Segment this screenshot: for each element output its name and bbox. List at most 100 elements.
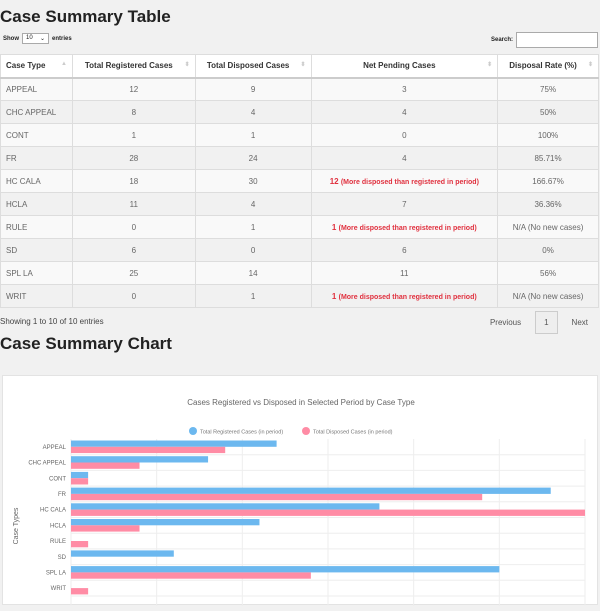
chart-title: Cases Registered vs Disposed in Selected… xyxy=(187,398,415,407)
search-label: Search: xyxy=(490,37,513,43)
cell-type: SD xyxy=(0,238,73,262)
cell-disp: 9 xyxy=(194,77,312,101)
column-header[interactable]: Disposal Rate (%) ⬍ xyxy=(497,54,599,79)
cell-rate: N/A (No new cases) xyxy=(497,215,599,239)
table-info: Showing 1 to 10 of 10 entries xyxy=(0,317,104,326)
bar-registered[interactable] xyxy=(71,456,209,463)
cell-rate: 0% xyxy=(497,238,599,262)
cell-pending: 4 xyxy=(310,146,499,170)
bar-disposed[interactable] xyxy=(71,478,89,485)
entries-select[interactable]: 10 ⌄ xyxy=(22,33,49,44)
cell-pending: 4 xyxy=(310,100,499,124)
cell-pending: 1 (More disposed than registered in peri… xyxy=(310,284,499,308)
bar-disposed[interactable] xyxy=(71,493,483,501)
bar-disposed[interactable] xyxy=(71,572,311,579)
column-header-label: Total Disposed Cases xyxy=(206,61,290,71)
next-button[interactable]: Next xyxy=(571,318,588,327)
bar-disposed[interactable] xyxy=(71,588,89,595)
cell-disp: 1 xyxy=(194,284,312,308)
bar-registered[interactable] xyxy=(71,550,174,557)
category-tick-label: APPEAL xyxy=(43,445,67,451)
category-tick-label: FR xyxy=(58,492,67,498)
cell-reg: 0 xyxy=(71,284,196,308)
table-row: SPL LA 25 14 11 56% xyxy=(0,261,599,285)
show-label: Show xyxy=(3,35,19,42)
cell-type: APPEAL xyxy=(0,77,73,101)
cell-rate: 75% xyxy=(497,77,599,101)
y-axis-label: Case Types xyxy=(13,507,20,544)
cell-rate: 100% xyxy=(497,123,599,147)
cell-type: FR xyxy=(0,146,73,170)
cell-reg: 6 xyxy=(71,238,196,262)
cell-pending: 12 (More disposed than registered in per… xyxy=(310,169,499,193)
table-row: CHC APPEAL 8 4 4 50% xyxy=(0,100,599,124)
cell-type: HC CALA xyxy=(0,169,73,193)
cell-pending: 6 xyxy=(310,238,499,262)
cell-disp: 4 xyxy=(194,192,312,216)
category-tick-label: RULE xyxy=(50,539,66,545)
entries-label: entries xyxy=(52,35,72,42)
bar-disposed[interactable] xyxy=(71,541,89,548)
column-header[interactable]: Total Registered Cases ⬍ xyxy=(71,54,196,79)
cell-rate: 36.36% xyxy=(497,192,599,216)
pending-note: (More disposed than registered in period… xyxy=(338,224,477,232)
category-tick-label: SD xyxy=(58,555,67,561)
cell-disp: 1 xyxy=(194,123,312,147)
entries-control: Show 10 ⌄ entries xyxy=(3,33,72,44)
legend-label[interactable]: Total Disposed Cases (in period) xyxy=(313,430,393,436)
bar-disposed[interactable] xyxy=(71,525,140,532)
column-header[interactable]: Net Pending Cases ⬍ xyxy=(310,54,499,79)
column-header-label: Total Registered Cases xyxy=(84,61,173,71)
cell-type: HCLA xyxy=(0,192,73,216)
page-title: Case Summary Table xyxy=(0,7,171,26)
sort-icon: ⬍ xyxy=(587,62,593,69)
category-tick-label: HC CALA xyxy=(40,508,66,514)
bar-disposed[interactable] xyxy=(71,462,140,469)
column-header-label: Case Type xyxy=(6,61,46,71)
table-row: SD 6 0 6 0% xyxy=(0,238,599,262)
legend-label[interactable]: Total Registered Cases (in period) xyxy=(200,430,283,436)
column-header[interactable]: Total Disposed Cases ⬍ xyxy=(194,54,312,79)
table-row: CONT 1 1 0 100% xyxy=(0,123,599,147)
cell-rate: 166.67% xyxy=(497,169,599,193)
sort-icon: ⬍ xyxy=(184,62,190,69)
bar-registered[interactable] xyxy=(71,440,277,447)
table-row: HCLA 11 4 7 36.36% xyxy=(0,192,599,216)
search-input[interactable] xyxy=(516,32,598,48)
bar-registered[interactable] xyxy=(71,519,260,526)
bar-disposed[interactable] xyxy=(71,509,585,516)
cell-type: WRIT xyxy=(0,284,73,308)
sort-icon: ⬍ xyxy=(300,62,306,69)
category-tick-label: HCLA xyxy=(50,523,66,529)
cell-reg: 11 xyxy=(71,192,196,216)
bar-disposed[interactable] xyxy=(71,446,226,454)
page-1-button[interactable]: 1 xyxy=(535,311,558,334)
pending-note: (More disposed than registered in period… xyxy=(338,293,477,301)
bar-registered[interactable] xyxy=(71,566,500,573)
cell-pending: 1 (More disposed than registered in peri… xyxy=(310,215,499,239)
previous-button[interactable]: Previous xyxy=(489,318,522,327)
column-header-label: Net Pending Cases xyxy=(363,61,436,71)
table-row: APPEAL 12 9 3 75% xyxy=(0,77,599,101)
cell-type: RULE xyxy=(0,215,73,239)
bar-registered[interactable] xyxy=(71,471,89,479)
bar-registered[interactable] xyxy=(71,503,380,510)
pending-value: 12 xyxy=(329,176,339,186)
chevron-down-icon: ⌄ xyxy=(39,36,45,42)
bar-registered[interactable] xyxy=(71,487,551,494)
category-tick-label: CHC APPEAL xyxy=(28,461,66,467)
case-summary-table: Case Type ▲ Total Registered Cases ⬍ Total D… xyxy=(0,54,599,308)
cell-rate: 85.71% xyxy=(497,146,599,170)
cell-disp: 4 xyxy=(194,100,312,124)
search-control: Search: xyxy=(491,32,598,48)
column-header[interactable]: Case Type ▲ xyxy=(0,54,73,79)
cell-reg: 1 xyxy=(71,123,196,147)
category-tick-label: SPL LA xyxy=(46,570,66,576)
table-row: WRIT 0 1 1 (More disposed than registered i… xyxy=(0,284,599,308)
cell-pending: 3 xyxy=(310,77,499,101)
sort-icon: ⬍ xyxy=(487,62,493,69)
cell-type: CHC APPEAL xyxy=(0,100,73,124)
cell-disp: 24 xyxy=(194,146,312,170)
cell-pending: 7 xyxy=(310,192,499,216)
sort-icon: ▲ xyxy=(60,61,67,68)
